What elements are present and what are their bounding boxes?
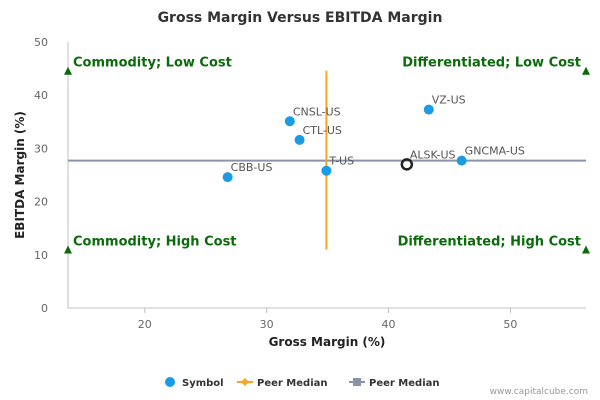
data-point xyxy=(423,104,434,115)
legend: Symbol Peer Median Peer Median xyxy=(165,377,440,389)
plot-area xyxy=(67,42,586,309)
x-axis-ticks: 20 30 40 50 xyxy=(138,308,517,331)
legend-label: Peer Median xyxy=(257,378,328,389)
x-axis-title: Gross Margin (%) xyxy=(269,335,386,349)
y-tick-label: 0 xyxy=(41,302,48,315)
chart-title: Gross Margin Versus EBITDA Margin xyxy=(158,10,443,26)
y-axis-ticks: 0 10 20 30 40 50 xyxy=(34,36,48,315)
x-tick-label: 30 xyxy=(260,318,274,331)
highlight-label: ALSK-US xyxy=(410,148,456,161)
y-axis-title: EBITDA Margin (%) xyxy=(13,111,27,239)
legend-label: Symbol xyxy=(182,378,224,389)
quadrant-label: Differentiated; Low Cost xyxy=(402,56,581,71)
data-point xyxy=(284,116,295,127)
y-tick-label: 20 xyxy=(34,196,48,209)
quadrant-marker xyxy=(582,245,590,254)
y-tick-label: 10 xyxy=(34,249,48,262)
point-label: VZ-US xyxy=(432,94,466,107)
x-tick-label: 50 xyxy=(503,318,517,331)
x-tick-label: 40 xyxy=(382,318,396,331)
point-label: CBB-US xyxy=(231,161,273,174)
data-point xyxy=(222,172,233,183)
quadrant-label: Commodity; Low Cost xyxy=(73,56,232,71)
data-point xyxy=(294,134,305,145)
x-tick-label: 20 xyxy=(138,318,152,331)
legend-label: Peer Median xyxy=(369,378,440,389)
data-points: CBB-US CNSL-US CTL-US T-US VZ-US GNCMA-US ALSK… xyxy=(222,94,525,183)
data-point xyxy=(456,155,467,166)
point-label: T-US xyxy=(328,155,354,168)
legend-diamond-marker xyxy=(241,378,249,386)
legend-symbol-marker xyxy=(165,377,175,387)
y-tick-label: 50 xyxy=(34,36,48,49)
point-label: CNSL-US xyxy=(293,105,341,118)
peer-median-lines xyxy=(68,70,586,250)
credit-text: www.capitalcube.com xyxy=(490,387,588,397)
point-label: CTL-US xyxy=(303,124,342,137)
quadrant-marker xyxy=(64,245,72,254)
data-point xyxy=(321,165,332,176)
quadrant-label: Differentiated; High Cost xyxy=(398,234,581,249)
quadrant-labels: Commodity; Low Cost Differentiated; Low C… xyxy=(64,56,590,254)
quadrant-label: Commodity; High Cost xyxy=(73,234,237,249)
highlight-point xyxy=(400,158,414,171)
quadrant-marker xyxy=(582,66,590,75)
y-tick-label: 30 xyxy=(34,142,48,155)
quadrant-marker xyxy=(64,66,72,75)
legend-square-marker xyxy=(353,378,361,386)
point-label: GNCMA-US xyxy=(465,145,525,158)
y-tick-label: 40 xyxy=(34,89,48,102)
